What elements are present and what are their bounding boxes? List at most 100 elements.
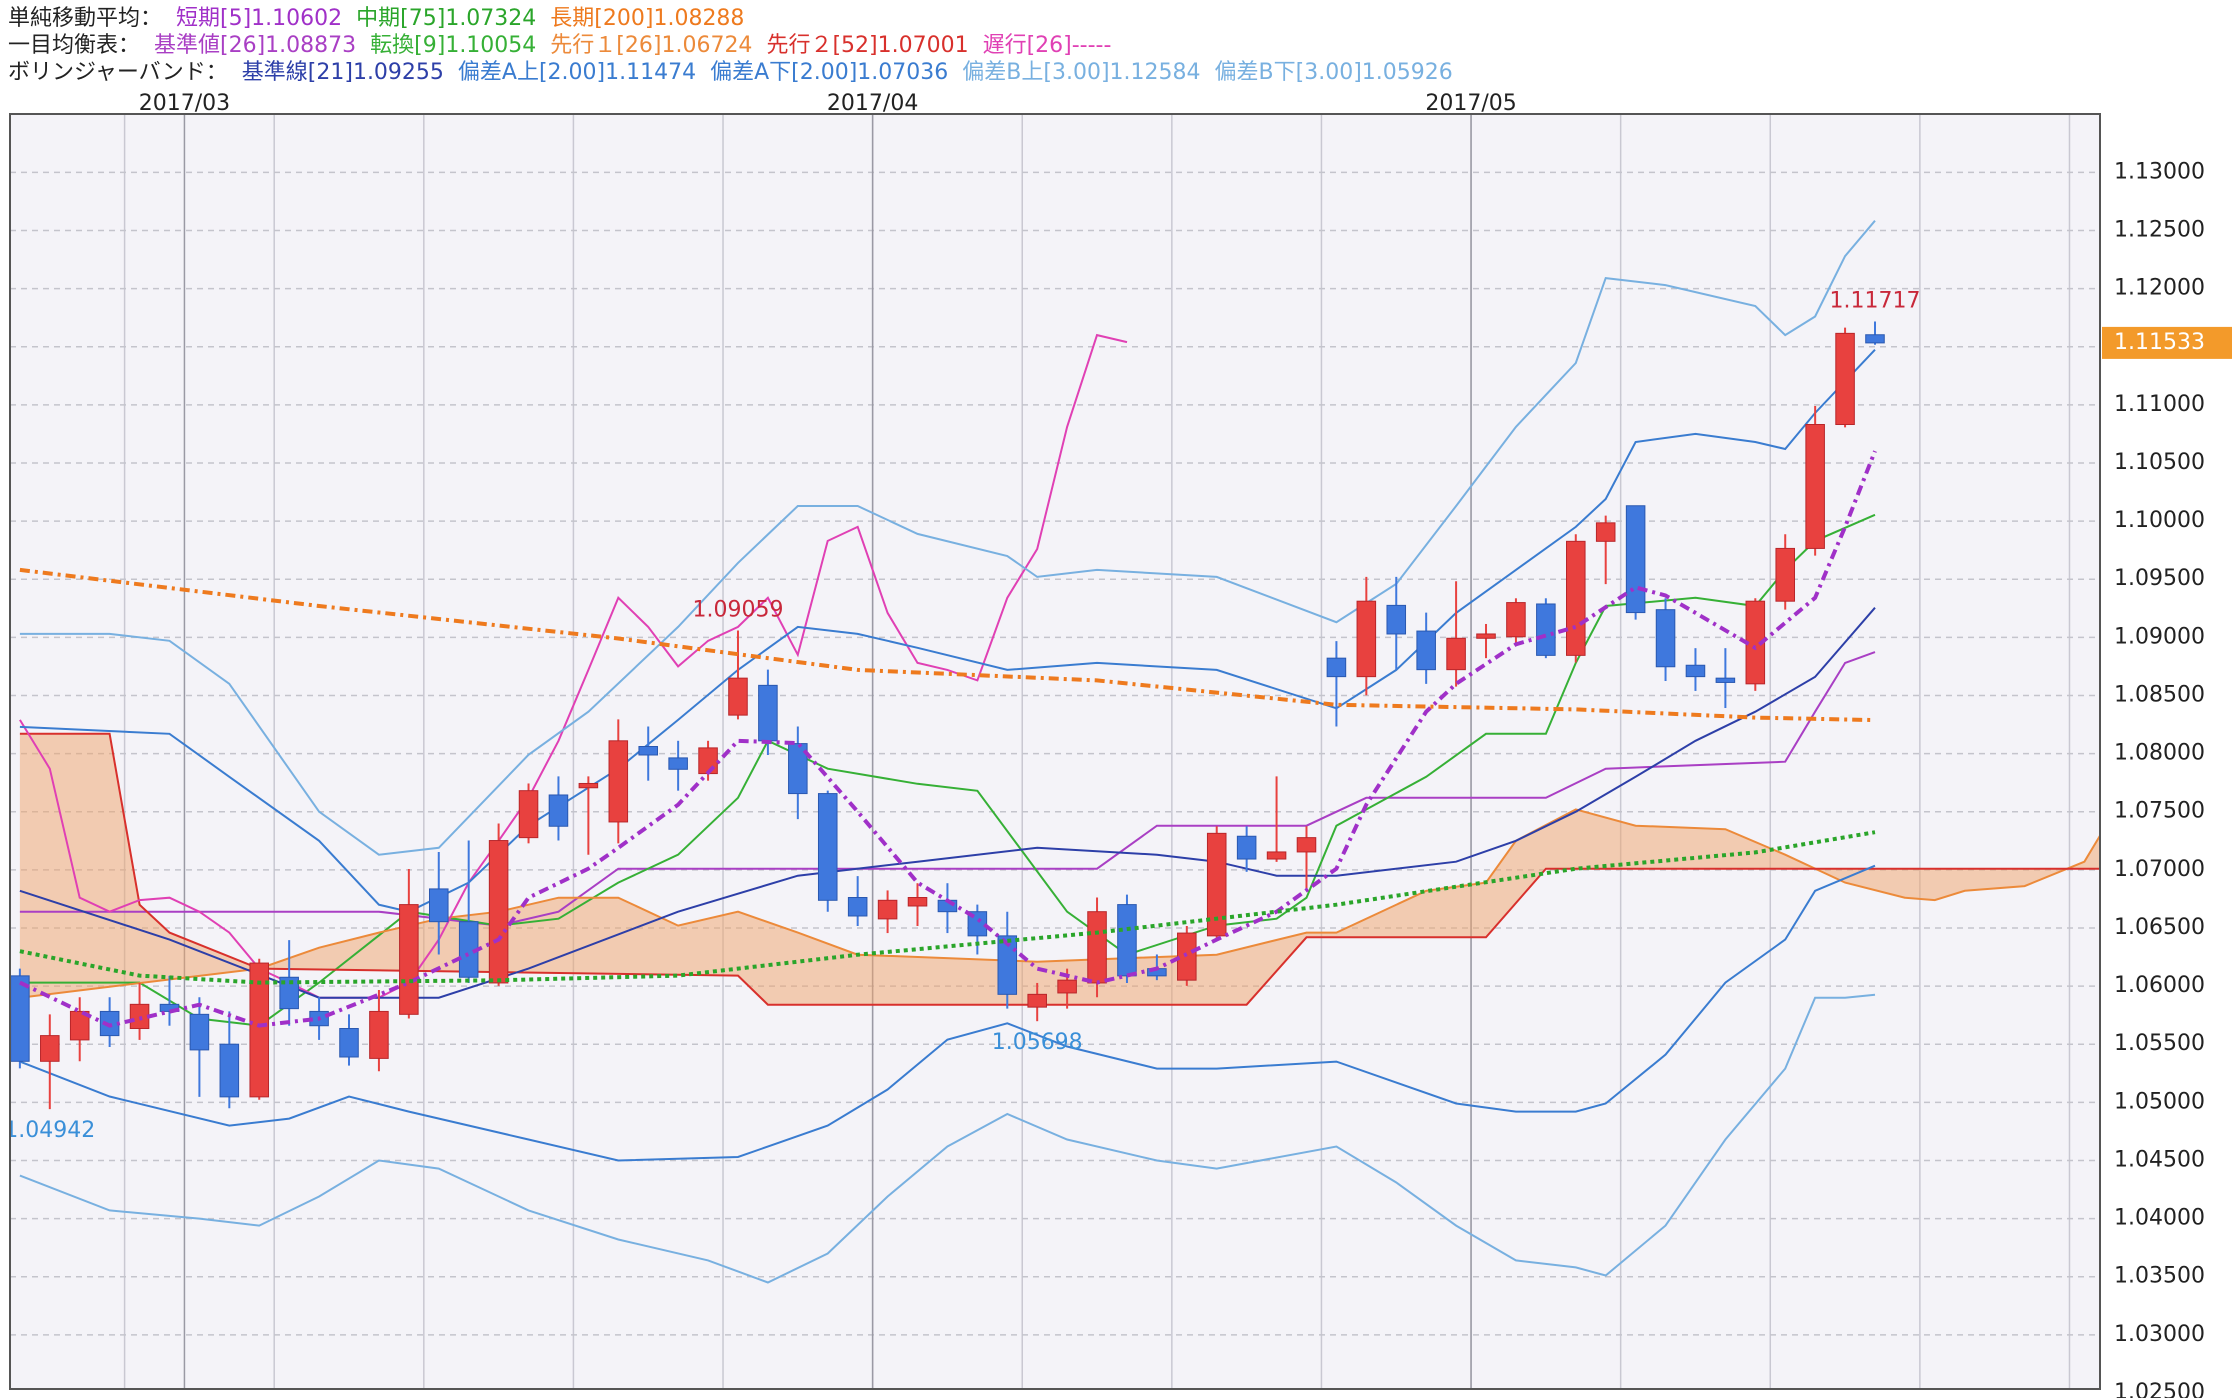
y-tick-label: 1.06500 xyxy=(2114,915,2205,940)
candle-body xyxy=(1416,630,1436,671)
plot-frame xyxy=(9,113,2101,1390)
x-tick-label: 2017/03 xyxy=(139,91,230,116)
candle-body xyxy=(339,1028,359,1058)
legend-group-label: 単純移動平均： xyxy=(8,6,162,31)
indicator-line xyxy=(19,567,1876,723)
candle-body xyxy=(1057,979,1077,994)
candle-body xyxy=(1506,602,1526,638)
candle-body xyxy=(817,793,838,901)
y-tick-label: 1.03000 xyxy=(2114,1322,2205,1347)
candle-body xyxy=(1775,547,1796,602)
candle-body xyxy=(1685,664,1706,678)
y-tick-label: 1.11000 xyxy=(2114,392,2205,417)
candle-body xyxy=(608,740,629,823)
candle-body xyxy=(249,962,270,1098)
indicator-line xyxy=(19,450,1877,1028)
candle-body xyxy=(1266,851,1287,860)
y-tick-label: 1.05500 xyxy=(2114,1031,2205,1056)
indicator-line xyxy=(19,220,1876,856)
plot-layer: 1.09059 1.11717 1.04942 1.05698 xyxy=(4,220,2100,1284)
y-tick-label: 1.08000 xyxy=(2114,741,2205,766)
candle-body xyxy=(189,1013,210,1051)
indicator-line xyxy=(19,993,1876,1284)
candle-body xyxy=(1805,423,1825,549)
plot-background xyxy=(10,114,2100,1389)
y-tick-label: 1.12500 xyxy=(2114,217,2205,242)
legend-entry: 遅行[26]----- xyxy=(983,33,1112,58)
y-tick-label: 1.09000 xyxy=(2114,624,2205,649)
y-tick-label: 1.10000 xyxy=(2114,508,2205,533)
candle-body xyxy=(488,840,509,984)
y-tick-label: 1.05000 xyxy=(2114,1089,2205,1114)
legend-entry: 先行２[52]1.07001 xyxy=(766,33,968,58)
legend-entry: 長期[200]1.08288 xyxy=(550,6,744,31)
legend-row: 一目均衡表： 基準値[26]1.08873 転換[9]1.10054 先行１[26]1… xyxy=(8,33,1111,58)
candle-body xyxy=(219,1043,240,1098)
y-tick-label: 1.04500 xyxy=(2114,1147,2205,1172)
candle-body xyxy=(548,794,569,827)
candle-body xyxy=(1356,600,1377,678)
candle-body xyxy=(1835,332,1855,425)
candle-body xyxy=(997,935,1018,995)
candle-body xyxy=(428,888,449,923)
candle-body xyxy=(1087,911,1107,984)
candle-body xyxy=(1865,334,1885,344)
indicator-line xyxy=(19,651,1876,927)
legend-entry: 偏差B上[3.00]1.12584 xyxy=(962,60,1200,85)
candle-body xyxy=(1296,837,1317,853)
y-tick-label: 1.07000 xyxy=(2114,857,2205,882)
candle-body xyxy=(1476,633,1496,639)
candle-body xyxy=(369,1010,389,1059)
low-label: 1.04942 xyxy=(4,1118,95,1143)
y-tick-label: 1.09500 xyxy=(2114,566,2205,591)
y-tick-label: 1.08500 xyxy=(2114,682,2205,707)
legend-entry: 偏差A上[2.00]1.11474 xyxy=(458,60,696,85)
candle-body xyxy=(1536,603,1556,656)
candle-body xyxy=(698,747,718,775)
candle-body xyxy=(847,897,868,917)
candle-body xyxy=(907,897,928,907)
indicator-line xyxy=(19,349,1876,913)
candle-body xyxy=(877,899,898,920)
candle-body xyxy=(1027,993,1047,1008)
legend-entry: 先行１[26]1.06724 xyxy=(550,33,752,58)
ichimoku-cloud xyxy=(19,733,2100,1005)
y-tick-label: 1.04000 xyxy=(2114,1206,2205,1231)
candle-body xyxy=(578,782,599,789)
last-price-box xyxy=(2102,326,2232,359)
candle-body xyxy=(69,1010,90,1041)
candle-body xyxy=(1446,637,1466,671)
legend-entry: 偏差A下[2.00]1.07036 xyxy=(710,60,948,85)
legend-entry: 基準値[26]1.08873 xyxy=(154,33,356,58)
candle-body xyxy=(1326,657,1347,678)
candle-body xyxy=(1117,904,1137,977)
candle-body xyxy=(1566,540,1586,656)
y-tick-label: 1.02500 xyxy=(2114,1380,2205,1398)
high-label: 1.11717 xyxy=(1829,289,1920,314)
candle-body xyxy=(1715,677,1736,683)
candle-body xyxy=(399,904,419,1015)
candle-body xyxy=(518,790,539,839)
candle-body xyxy=(1177,932,1197,981)
y-tick-label: 1.07500 xyxy=(2114,799,2205,824)
indicator-line xyxy=(19,830,1876,985)
candle-body xyxy=(1386,604,1407,635)
low-label: 1.05698 xyxy=(992,1030,1083,1055)
candle-body xyxy=(1236,835,1257,860)
legend-entry: 転換[9]1.10054 xyxy=(370,33,536,58)
y-tick-label: 1.06000 xyxy=(2114,973,2205,998)
legend-entry: 基準線[21]1.09255 xyxy=(242,60,444,85)
last-price-label: 1.11533 xyxy=(2114,330,2205,355)
high-label: 1.09059 xyxy=(692,597,783,622)
indicator-line xyxy=(19,808,2100,999)
y-tick-label: 1.13000 xyxy=(2114,159,2205,184)
candle-body xyxy=(279,976,299,1010)
legend-row: 単純移動平均： 短期[5]1.10602 中期[75]1.07324 長期[200]1… xyxy=(8,6,744,31)
candle-body xyxy=(668,757,688,770)
candle-body xyxy=(788,743,808,795)
legend-entry: 中期[75]1.07324 xyxy=(356,6,536,31)
legend-entry: 偏差B下[3.00]1.05926 xyxy=(1215,60,1453,85)
candle-body xyxy=(758,684,778,742)
candle-body xyxy=(1655,609,1676,668)
